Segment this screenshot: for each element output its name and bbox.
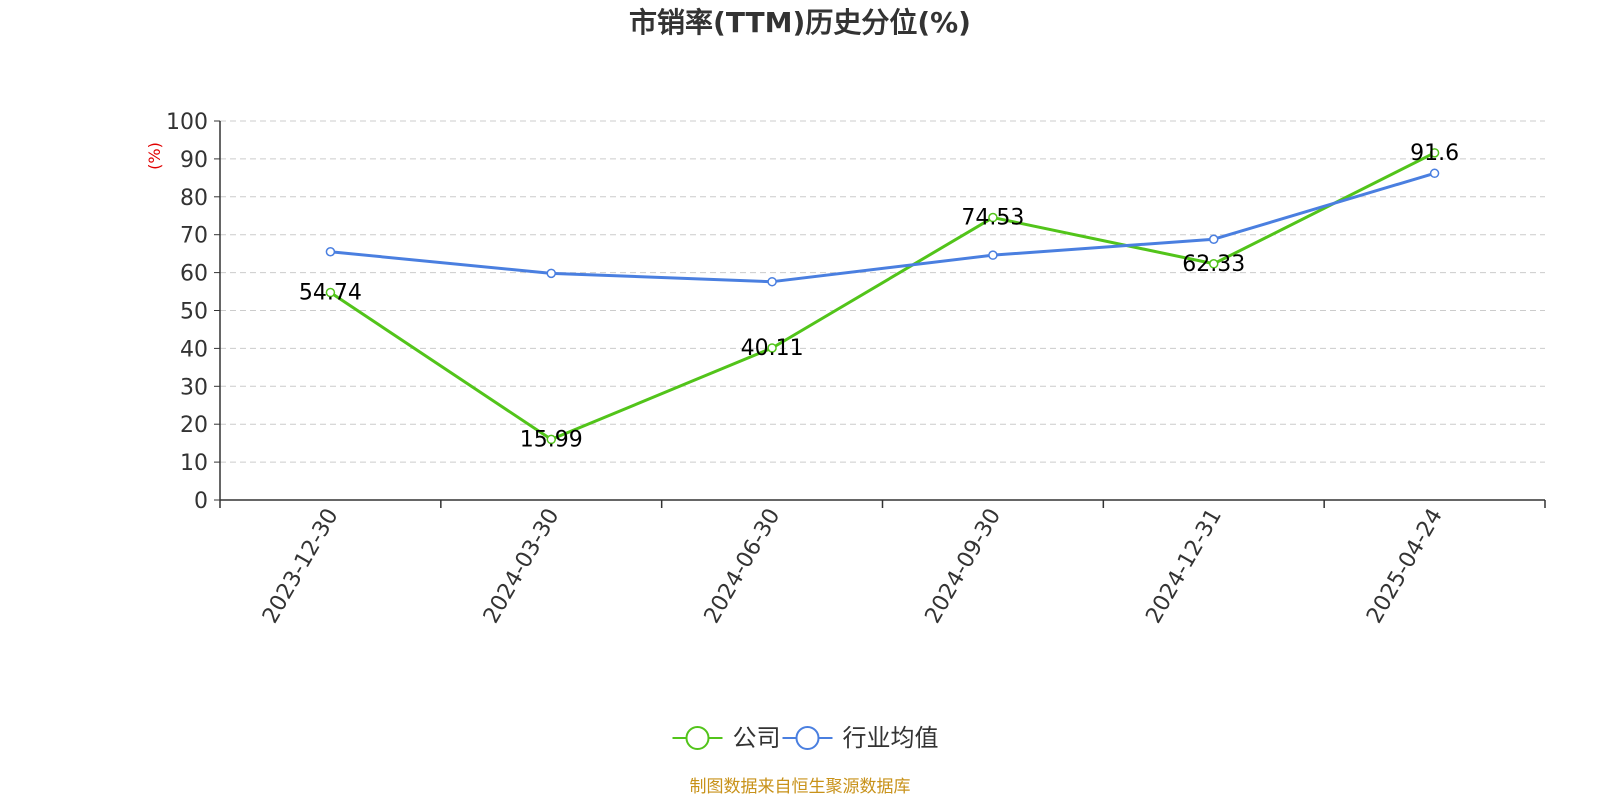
legend: 公司 行业均值 (672, 724, 939, 752)
series-layer (325, 148, 1440, 445)
legend-marker (685, 726, 710, 750)
data-label: 74.53 (961, 206, 1024, 231)
y-tick-label: 10 (180, 451, 208, 476)
legend-item-1[interactable]: 行业均值 (782, 724, 939, 752)
y-axis-title: (%) (145, 142, 164, 170)
y-tick-label: 40 (180, 337, 208, 362)
y-tick-label: 0 (194, 489, 208, 514)
series-1-point (767, 276, 777, 287)
source-note: 制图数据来自恒生聚源数据库 (690, 777, 911, 797)
series-0-point (988, 212, 998, 223)
y-tick-label: 70 (180, 224, 208, 249)
series-1-point (1429, 168, 1440, 179)
legend-marker (795, 726, 820, 750)
series-1-point (988, 250, 998, 260)
series-0-point (325, 287, 336, 298)
y-tick-label: 60 (180, 262, 208, 287)
series-line-0 (329, 151, 1436, 441)
legend-label: 行业均值 (843, 724, 939, 752)
y-tick-label: 90 (180, 148, 208, 173)
series-0-point (767, 343, 777, 353)
axis-layer: 0 10 20 30 40 50 60 70 80 90 100 2023-12-30 2024-03-… (166, 110, 1546, 628)
series-0-point (1209, 259, 1219, 269)
data-label: 15.99 (520, 427, 583, 452)
x-tick-label: 2024-03-30 (479, 505, 565, 628)
data-label: 91.6 (1410, 141, 1459, 166)
series-0-point (546, 434, 556, 445)
grid-layer (220, 120, 1545, 463)
data-label: 54.74 (299, 281, 362, 306)
series-1-point (546, 268, 556, 279)
y-tick-label: 30 (180, 375, 208, 400)
x-tick-label: 2024-09-30 (921, 505, 1007, 628)
series-line-1 (330, 171, 1436, 284)
chart-title: 市销率(TTM)历史分位(%) (629, 6, 971, 39)
y-tick-label: 100 (166, 110, 208, 135)
x-tick-label: 2025-04-24 (1362, 505, 1448, 628)
y-tick-label: 80 (180, 186, 208, 211)
x-tick-label: 2024-06-30 (700, 505, 786, 628)
y-tick-label: 20 (180, 413, 208, 438)
y-tick-label: 50 (180, 300, 208, 325)
series-1-point (325, 247, 336, 257)
legend-item-0[interactable]: 公司 (672, 724, 781, 752)
x-tick-label: 2024-12-31 (1141, 505, 1227, 628)
data-label-layer: 54.74 15.99 40.11 74.53 62.33 91.6 (299, 141, 1459, 453)
data-label: 62.33 (1182, 252, 1245, 277)
series-0-point (1429, 148, 1440, 158)
legend-label: 公司 (733, 724, 781, 752)
x-tick-label: 2023-12-30 (258, 505, 344, 628)
series-1-point (1209, 234, 1219, 244)
data-label: 40.11 (741, 336, 804, 361)
